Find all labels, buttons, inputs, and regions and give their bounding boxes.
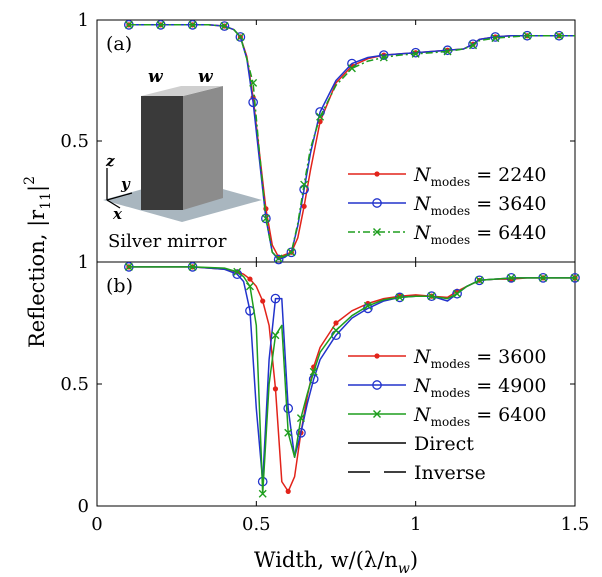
inset-width-label-left: w: [148, 67, 164, 87]
y-tick-label: 0.5: [60, 374, 89, 395]
inset-illustration: w w z y x Silver mirror: [103, 67, 262, 252]
y-tick-label: 0: [78, 496, 89, 517]
inset-axis-z: z: [105, 152, 115, 170]
pillar-side-face: [183, 86, 223, 210]
panel-a-label: (a): [106, 33, 132, 55]
data-point: [333, 327, 340, 334]
inset-axis-y: y: [120, 175, 131, 193]
data-point: [374, 353, 379, 358]
y-axis-label: Reflection, |r11|2: [22, 176, 54, 348]
legend-label: Nmodes = 2240: [413, 164, 547, 189]
y-tick-label: 0.5: [60, 131, 89, 152]
data-point: [273, 386, 278, 391]
x-tick-label: 0.5: [242, 514, 271, 535]
panel-b-legend: Nmodes = 3600 Nmodes = 4900 Nmodes = 6400 D…: [348, 346, 547, 484]
panel-a-legend: Nmodes = 2240 Nmodes = 3640 Nmodes = 6440: [348, 164, 547, 247]
panel-b-label: (b): [106, 275, 133, 297]
data-point: [260, 298, 265, 303]
data-point: [333, 320, 338, 325]
inset-width-label-right: w: [198, 67, 214, 87]
legend-style-label: Inverse: [414, 462, 486, 484]
data-point: [286, 489, 291, 494]
data-point: [247, 276, 252, 281]
legend-label: Nmodes = 6400: [413, 404, 547, 429]
data-point: [374, 171, 379, 176]
y-tick-label: 1: [78, 10, 89, 31]
x-tick-label: 1.5: [561, 514, 590, 535]
legend-label: Nmodes = 3640: [413, 193, 547, 218]
legend-label: Nmodes = 6440: [413, 222, 547, 247]
data-point: [302, 204, 307, 209]
legend-label: Nmodes = 3600: [413, 346, 547, 371]
x-tick-label: 0: [91, 514, 102, 535]
legend-label: Nmodes = 4900: [413, 375, 547, 400]
inset-caption: Silver mirror: [108, 231, 227, 252]
pillar-front-face: [141, 96, 183, 210]
x-axis-label: Width, w/(λ/nw): [254, 548, 418, 577]
inset-axis-x: x: [112, 205, 123, 223]
y-tick-label: 1: [78, 252, 89, 273]
x-tick-label: 1: [410, 514, 421, 535]
legend-style-label: Direct: [414, 433, 474, 455]
